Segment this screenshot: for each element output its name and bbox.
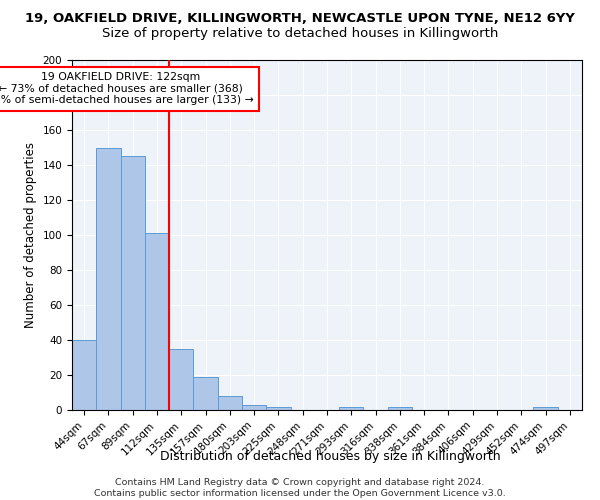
- Bar: [533, 406, 558, 410]
- Text: 19 OAKFIELD DRIVE: 122sqm
← 73% of detached houses are smaller (368)
26% of semi: 19 OAKFIELD DRIVE: 122sqm ← 73% of detac…: [0, 72, 254, 106]
- Text: 19, OAKFIELD DRIVE, KILLINGWORTH, NEWCASTLE UPON TYNE, NE12 6YY: 19, OAKFIELD DRIVE, KILLINGWORTH, NEWCAS…: [25, 12, 575, 26]
- Y-axis label: Number of detached properties: Number of detached properties: [24, 142, 37, 328]
- Text: Contains HM Land Registry data © Crown copyright and database right 2024.
Contai: Contains HM Land Registry data © Crown c…: [94, 478, 506, 498]
- Bar: [96, 148, 121, 410]
- Bar: [339, 406, 364, 410]
- Text: Size of property relative to detached houses in Killingworth: Size of property relative to detached ho…: [102, 28, 498, 40]
- Bar: [169, 349, 193, 410]
- Bar: [193, 377, 218, 410]
- Bar: [388, 406, 412, 410]
- Bar: [218, 396, 242, 410]
- Bar: [72, 340, 96, 410]
- Bar: [266, 406, 290, 410]
- Bar: [145, 233, 169, 410]
- Bar: [242, 405, 266, 410]
- Bar: [121, 156, 145, 410]
- Text: Distribution of detached houses by size in Killingworth: Distribution of detached houses by size …: [160, 450, 500, 463]
